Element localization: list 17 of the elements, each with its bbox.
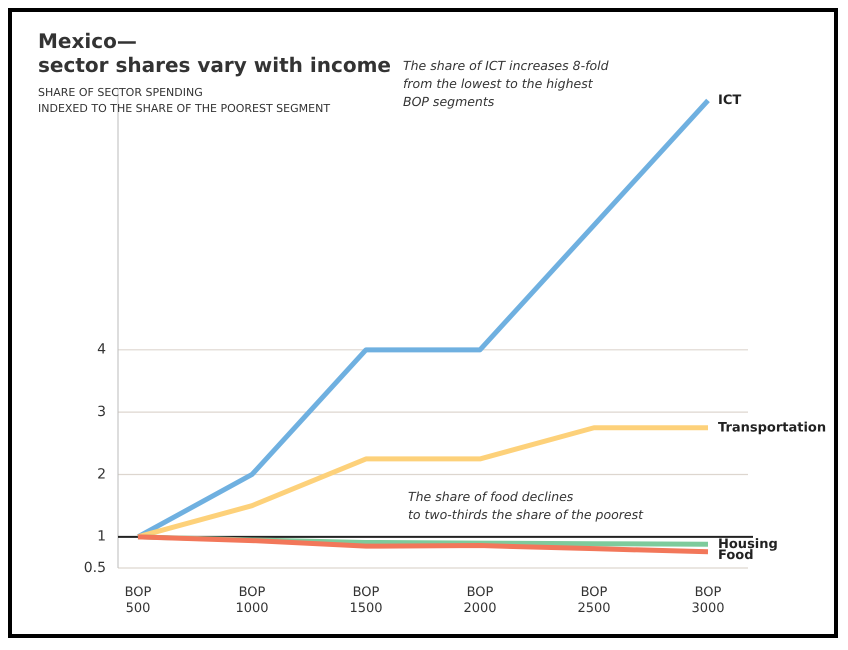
annotation: The share of ICT increases 8-fold from the lowest to the highest BOP segments xyxy=(403,58,609,109)
annotation: The share of food declines to two-thirds the share of the poorest xyxy=(408,488,644,522)
y-tick-label: 2 xyxy=(97,466,106,482)
x-tick-label: BOP 1500 xyxy=(349,585,383,616)
x-tick-label: BOP 1000 xyxy=(235,585,269,616)
x-tick-label: BOP 500 xyxy=(124,585,152,616)
y-tick-label: 1 xyxy=(97,528,106,545)
chart-title: Mexico— sector shares vary with income xyxy=(38,29,391,77)
text: SHARE OF SECTOR SPENDING INDEXED TO THE SHARE OF THE POOREST SEGMENT xyxy=(38,86,330,115)
x-tick-label: BOP 2000 xyxy=(463,585,497,616)
series-label: ICT xyxy=(718,93,742,108)
y-tick-label: 0.5 xyxy=(84,560,106,576)
x-tick-label: BOP 3000 xyxy=(691,585,725,616)
x-tick-label: BOP 2500 xyxy=(577,585,611,616)
y-tick-label: 3 xyxy=(97,404,106,420)
y-tick-label: 4 xyxy=(97,342,106,358)
series-label: Transportation xyxy=(718,420,826,436)
